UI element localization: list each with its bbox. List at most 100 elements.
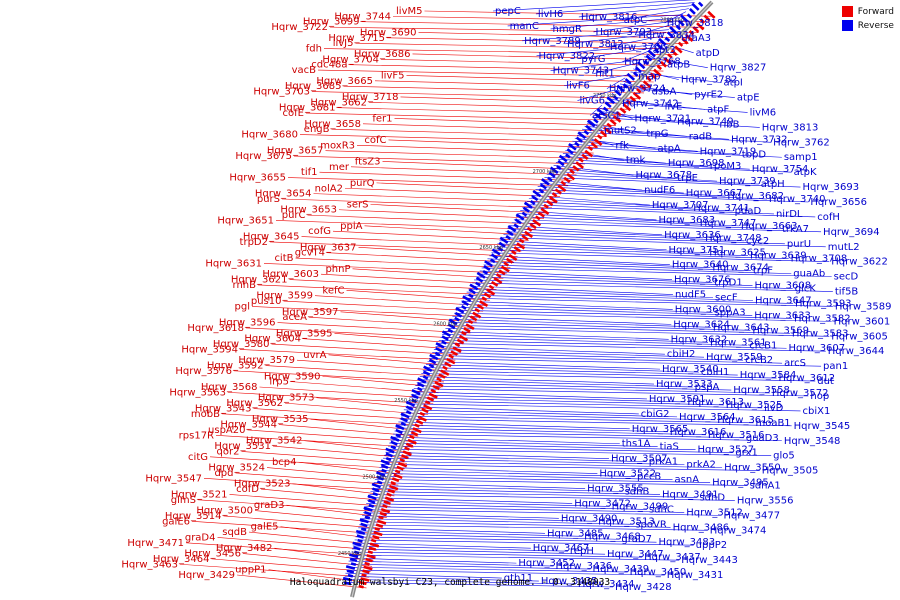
reverse-gene-label: trpD1 <box>714 278 742 289</box>
forward-feature-mark <box>399 457 406 463</box>
reverse-leader-line <box>374 479 748 486</box>
reverse-leader-line <box>513 219 781 230</box>
reverse-leader-line <box>589 104 603 116</box>
forward-gene-label: fdh <box>306 44 322 55</box>
forward-leader-line <box>311 91 640 99</box>
forward-gene-label: Hqrw_3523 <box>234 479 291 490</box>
forward-gene-label: Hqrw_3655 <box>229 173 286 184</box>
reverse-gene-label: tmk <box>626 155 646 166</box>
reverse-leader-line <box>381 460 723 468</box>
reverse-gene-label: Hqrw_3565 <box>632 424 689 435</box>
forward-feature-mark <box>476 303 485 310</box>
forward-feature-mark <box>426 396 435 402</box>
reverse-gene-label: mutL2 <box>828 242 860 253</box>
forward-leader-line <box>248 531 379 545</box>
reverse-feature-mark <box>345 565 356 570</box>
reverse-gene-label: Hqrw_3569 <box>752 325 809 336</box>
reverse-leader-line <box>493 249 789 260</box>
forward-gene-label: ftsZ3 <box>355 156 381 167</box>
reverse-feature-mark <box>363 506 373 512</box>
reverse-gene-label: Hqrw_3624 <box>673 319 730 330</box>
reverse-feature-mark <box>515 213 525 221</box>
reverse-gene-label: Hqrw_3768 <box>624 57 681 68</box>
reverse-gene-label: guaD3 <box>746 433 779 444</box>
forward-gene-label: Hqrw_3654 <box>255 189 312 200</box>
reverse-leader-line <box>487 258 711 268</box>
reverse-gene-label: sdhD <box>699 492 725 503</box>
reverse-leader-line <box>384 454 647 462</box>
forward-gene-label: purS <box>257 194 280 205</box>
reverse-feature-mark <box>675 24 682 31</box>
forward-gene-label: Hqrw_3542 <box>246 436 303 447</box>
reverse-feature-mark <box>636 61 646 70</box>
reverse-leader-line <box>470 285 673 295</box>
forward-leader-line <box>317 69 659 77</box>
forward-gene-label: cofE <box>283 108 304 119</box>
reverse-gene-label: Hqrw_3640 <box>672 260 729 271</box>
reverse-leader-line <box>366 503 647 510</box>
reverse-feature-mark <box>376 471 386 477</box>
reverse-feature-mark <box>380 459 390 466</box>
reverse-feature-mark <box>355 529 366 535</box>
reverse-gene-label: cyc2 <box>746 236 769 247</box>
reverse-leader-line <box>492 0 696 12</box>
forward-feature-mark <box>393 473 403 480</box>
reverse-leader-line <box>501 237 826 248</box>
reverse-leader-line <box>373 482 586 489</box>
reverse-leader-line <box>418 379 693 388</box>
forward-leader-line <box>380 59 669 66</box>
forward-leader-line <box>265 365 447 377</box>
forward-gene-label: graD4 <box>185 532 216 543</box>
forward-feature-mark <box>430 388 437 394</box>
forward-gene-label: Hqrw_3456 <box>184 549 241 560</box>
forward-leader-line <box>313 193 556 203</box>
reverse-leader-line <box>505 231 745 242</box>
reverse-feature-mark <box>385 447 395 454</box>
forward-gene-label: pus10 <box>251 296 282 307</box>
reverse-feature-mark <box>547 176 553 182</box>
forward-gene-label: graD3 <box>254 500 285 511</box>
legend: Forward Reverse <box>841 6 894 34</box>
forward-feature-mark <box>363 565 373 571</box>
forward-gene-label: galE6 <box>162 516 190 527</box>
reverse-leader-line <box>395 427 706 436</box>
reverse-gene-label: Hqrw_3540 <box>662 364 719 375</box>
forward-leader-line <box>217 537 377 551</box>
reverse-leader-line <box>546 174 759 185</box>
forward-feature-mark <box>375 523 384 528</box>
reverse-feature-mark <box>447 328 454 334</box>
forward-gene-label: Hqrw_3680 <box>241 130 298 141</box>
reverse-leader-line <box>377 473 673 480</box>
forward-feature-mark <box>394 469 401 474</box>
forward-swatch <box>841 6 853 17</box>
reverse-leader-line <box>406 403 801 412</box>
forward-gene-label: Hqrw_3681 <box>279 103 336 114</box>
forward-gene-label: Hqrw_3514 <box>165 511 222 522</box>
reverse-gene-label: Hqrw_3616 <box>670 427 727 438</box>
reverse-feature-mark <box>363 510 372 516</box>
forward-leader-line <box>283 300 484 312</box>
reverse-feature-mark <box>400 421 407 427</box>
forward-gene-label: citG <box>188 452 208 463</box>
forward-leader-line <box>349 64 664 72</box>
reverse-leader-line <box>491 252 830 262</box>
reverse-gene-label: Hqrw_3632 <box>671 334 728 345</box>
reverse-gene-label: hmgR <box>553 24 582 35</box>
forward-feature-mark <box>590 142 598 149</box>
forward-leader-line <box>245 327 468 339</box>
reverse-feature-mark <box>557 159 565 167</box>
reverse-gene-label: Hqrw_3818 <box>667 18 724 29</box>
forward-gene-label: Hqrw_3704 <box>322 54 379 65</box>
reverse-leader-line <box>409 397 724 406</box>
forward-feature-mark <box>498 269 506 276</box>
reverse-feature-mark <box>448 318 458 326</box>
forward-gene-label: lrp5 <box>269 377 289 388</box>
reverse-gene-label: ilvD <box>764 403 783 414</box>
reverse-leader-line <box>360 521 671 528</box>
reverse-leader-line <box>643 56 708 69</box>
forward-feature-mark <box>593 138 603 146</box>
forward-feature-mark <box>557 184 567 192</box>
reverse-leader-line <box>425 364 699 373</box>
forward-gene-label: Hqrw_3685 <box>285 81 342 92</box>
reverse-gene-label: asnA <box>675 475 700 486</box>
